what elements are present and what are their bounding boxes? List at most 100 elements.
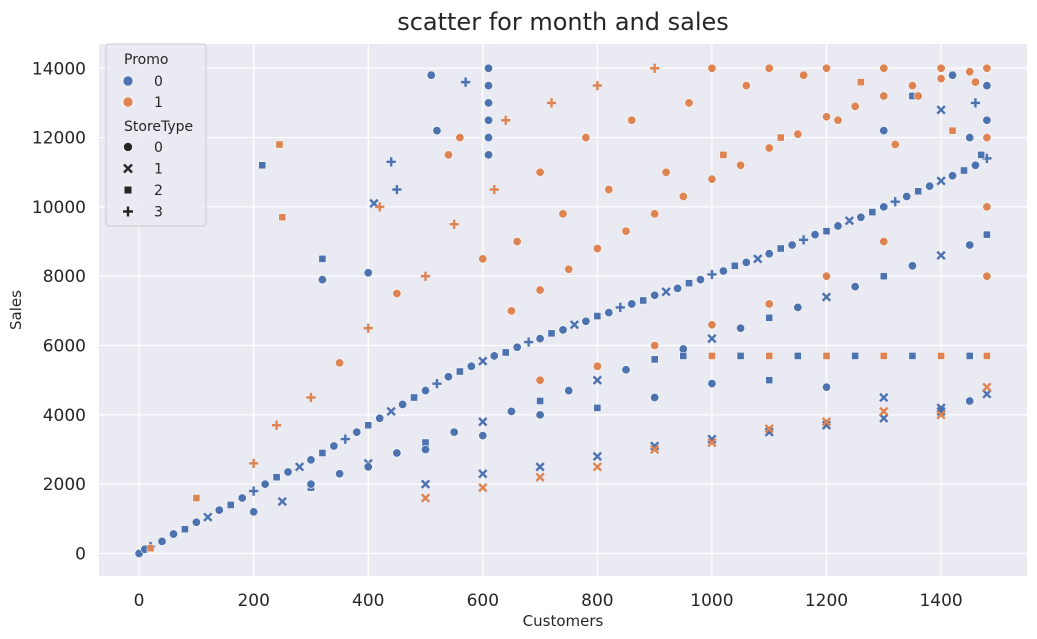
scatter-point <box>275 140 284 149</box>
scatter-point <box>478 469 488 479</box>
scatter-point <box>982 115 992 125</box>
scatter-point <box>879 272 888 281</box>
scatter-point <box>736 323 746 333</box>
scatter-point <box>340 434 350 444</box>
scatter-point <box>965 352 974 360</box>
scatter-point <box>592 361 602 371</box>
scatter-point <box>226 501 235 509</box>
scatter-point <box>392 184 402 195</box>
scatter-point <box>718 266 728 276</box>
scatter-point <box>271 420 282 430</box>
x-tick-label: 800 <box>581 591 613 611</box>
scatter-point <box>443 150 453 160</box>
scatter-point <box>707 437 717 448</box>
scatter-point <box>851 352 859 360</box>
scatter-points <box>134 63 992 558</box>
scatter-point <box>850 101 860 111</box>
scatter-point <box>793 129 803 139</box>
x-tick-label: 200 <box>237 591 269 611</box>
scatter-point <box>627 115 637 125</box>
scatter-point <box>914 187 922 196</box>
scatter-point <box>277 496 287 507</box>
scatter-point <box>650 393 660 403</box>
scatter-point <box>386 406 396 417</box>
scatter-point <box>592 462 602 472</box>
scatter-point <box>707 320 717 330</box>
gridlines <box>99 44 1027 576</box>
scatter-point <box>478 431 488 441</box>
scatter-point <box>890 140 900 150</box>
scatter-point <box>363 462 373 472</box>
scatter-point <box>936 74 946 84</box>
scatter-point <box>965 67 975 77</box>
scatter-point <box>306 392 316 403</box>
scatter-point <box>363 323 373 333</box>
scatter-point <box>982 382 992 392</box>
legend-hue-label: 1 <box>154 95 163 111</box>
scatter-point <box>937 352 945 360</box>
scatter-point <box>661 167 671 177</box>
scatter-point <box>352 427 362 437</box>
scatter-point <box>443 372 453 382</box>
scatter-point <box>512 342 522 352</box>
x-tick-label: 400 <box>352 591 384 611</box>
scatter-point <box>564 386 574 396</box>
scatter-point <box>478 482 488 493</box>
scatter-point <box>558 325 568 335</box>
scatter-point <box>484 115 494 125</box>
scatter-point <box>449 219 459 229</box>
scatter-point <box>375 202 385 212</box>
scatter-point <box>902 191 912 201</box>
scatter-point <box>822 382 832 392</box>
scatter-point <box>908 352 917 360</box>
scatter-point <box>421 444 431 454</box>
y-axis-ticks: 0 2000 4000 6000 8000 10000 12000 14000 <box>32 59 86 564</box>
scatter-point <box>258 161 267 170</box>
scatter-point <box>650 209 660 219</box>
scatter-point <box>535 410 545 420</box>
scatter-point <box>535 285 545 295</box>
scatter-point <box>318 255 327 263</box>
scatter-point <box>822 63 832 73</box>
legend-style-label: 1 <box>154 162 163 178</box>
scatter-point <box>822 227 831 235</box>
scatter-point <box>484 98 494 108</box>
scatter-point <box>731 261 739 270</box>
scatter-point <box>983 352 991 360</box>
scatter-point <box>977 151 985 159</box>
scatter-point <box>410 393 418 402</box>
scatter-point <box>868 208 877 216</box>
scatter-point <box>421 386 431 396</box>
scatter-point <box>741 257 751 267</box>
scatter-point <box>650 341 660 351</box>
scatter-point <box>776 133 785 142</box>
scatter-point <box>765 352 774 360</box>
scatter-point <box>449 427 459 437</box>
scatter-point <box>506 306 516 316</box>
scatter-point <box>650 290 660 300</box>
scatter-point <box>501 348 510 357</box>
scatter-point <box>879 413 889 423</box>
scatter-point <box>592 375 602 385</box>
legend-hue-title: Promo <box>124 52 168 68</box>
scatter-point <box>386 157 396 167</box>
scatter-point <box>627 299 637 309</box>
scatter-point <box>260 479 270 489</box>
scatter-point <box>237 493 247 503</box>
scatter-point <box>593 312 602 320</box>
scatter-point <box>879 352 888 360</box>
scatter-point <box>925 181 935 191</box>
scatter-point <box>707 174 717 184</box>
scatter-point <box>278 213 287 222</box>
scatter-point <box>489 184 499 195</box>
scatter-point <box>432 126 442 136</box>
scatter-point <box>420 271 431 281</box>
scatter-point <box>678 191 688 201</box>
scatter-point <box>592 243 602 253</box>
legend-style-marker <box>123 185 133 195</box>
scatter-point <box>798 235 809 245</box>
scatter-point <box>593 404 602 412</box>
x-axis-label: Customers <box>523 612 604 630</box>
scatter-point <box>432 379 442 389</box>
